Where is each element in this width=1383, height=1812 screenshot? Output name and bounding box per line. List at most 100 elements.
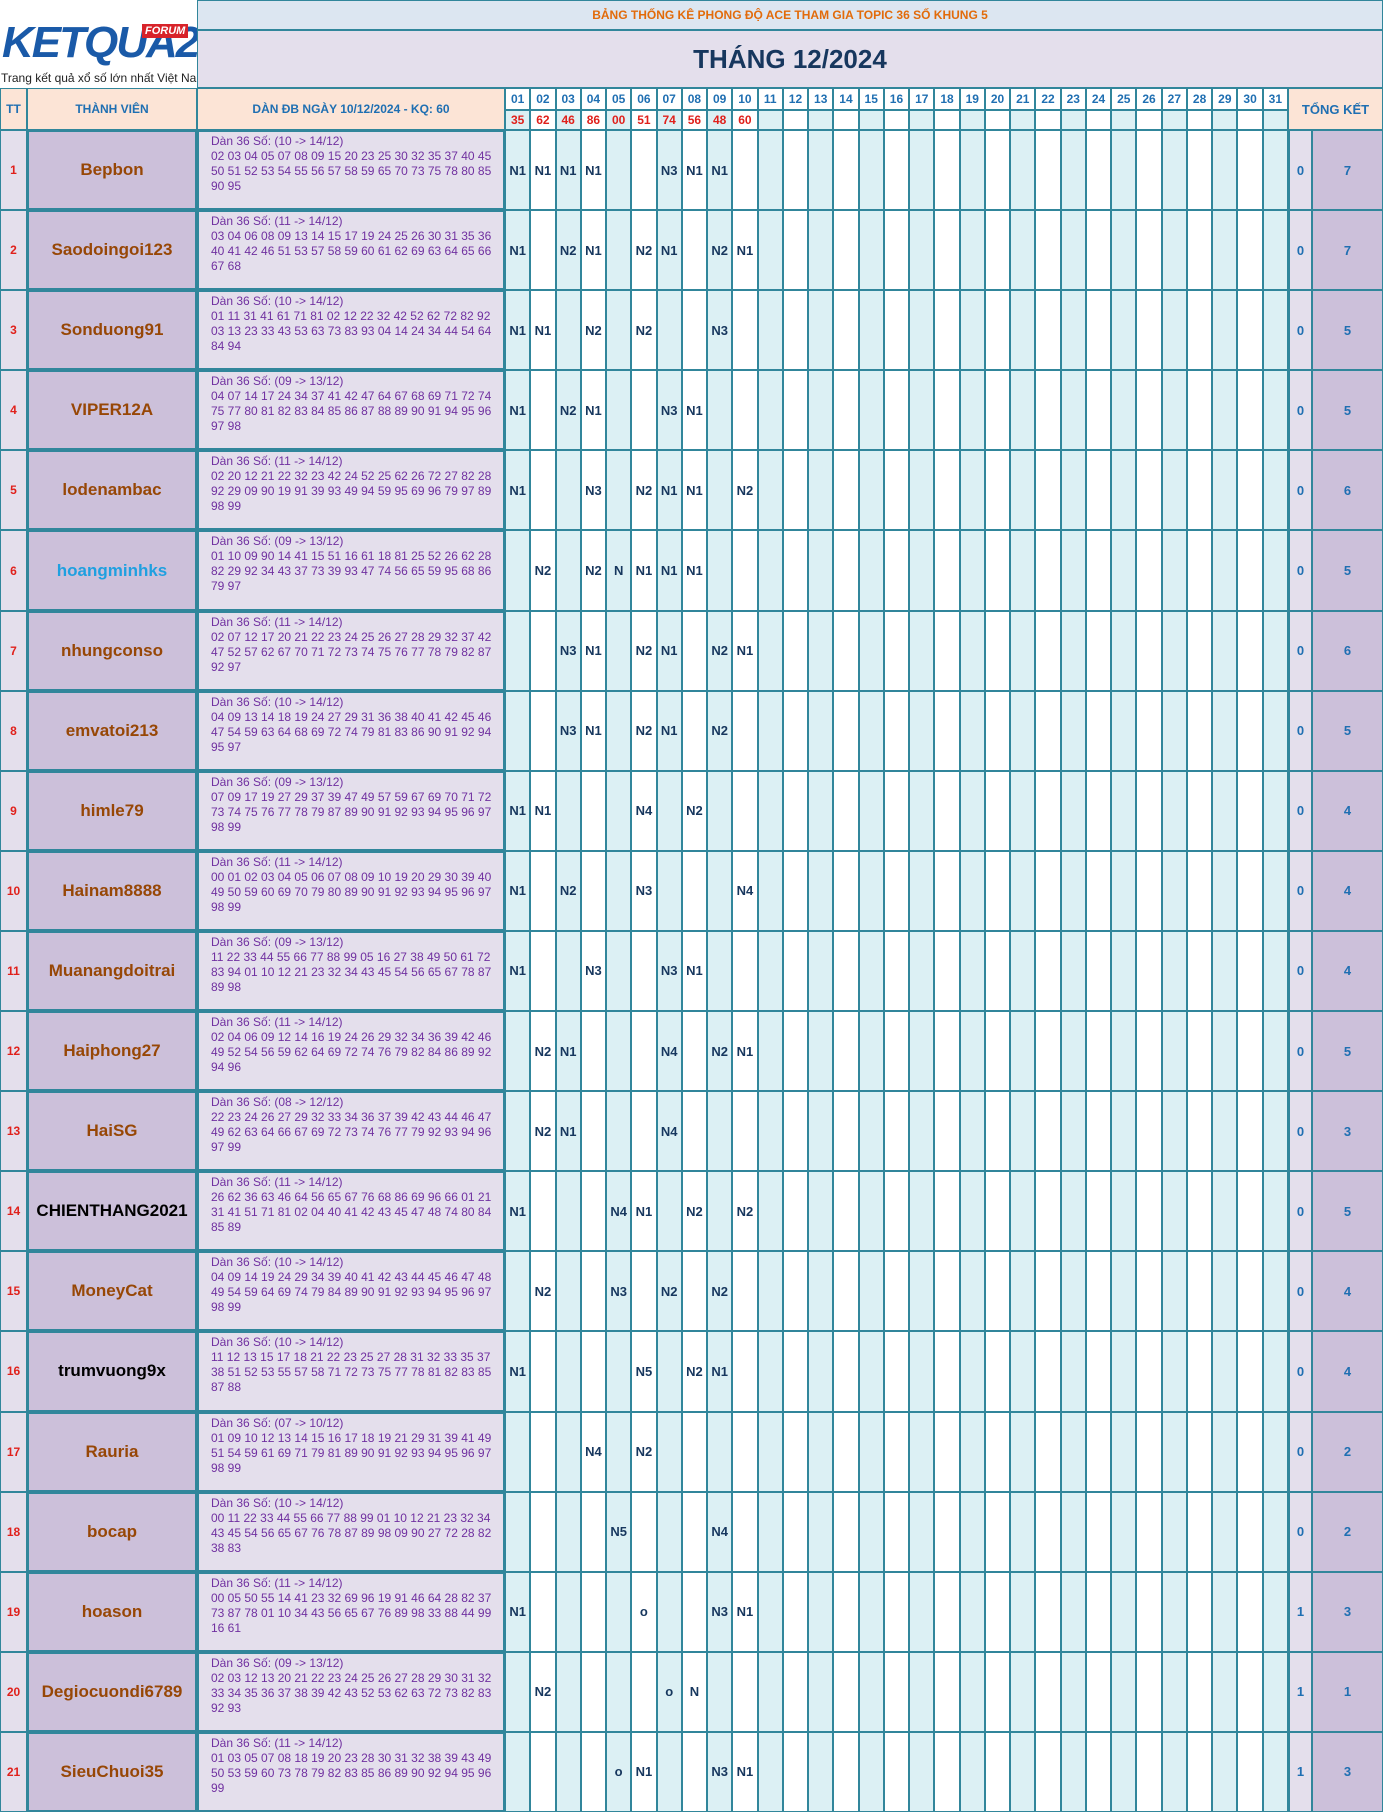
day-cell [1237, 1571, 1263, 1652]
day-cell [1212, 930, 1238, 1012]
day-cell [858, 1091, 884, 1172]
day-cell [858, 1491, 884, 1572]
day-cell [782, 1651, 809, 1732]
dan-cell: Dàn 36 Số: (09 -> 13/12) 02 03 12 13 20 2… [197, 1651, 505, 1732]
day-cell: N1 [681, 370, 708, 451]
day-cell [757, 1571, 783, 1652]
day-cell [858, 130, 884, 211]
day-cell [782, 850, 809, 931]
total-b: 5 [1312, 530, 1383, 611]
day-cell [909, 450, 935, 531]
day-cell [883, 1171, 910, 1252]
day-cell [656, 1411, 682, 1492]
day-cell [1161, 1171, 1187, 1252]
day-cell [1111, 1091, 1137, 1172]
day-cell: N2 [707, 1251, 733, 1332]
day-cell [984, 930, 1011, 1012]
day-cell [1060, 1651, 1086, 1732]
day-cell [1262, 1491, 1288, 1572]
total-a: 0 [1288, 770, 1312, 851]
day-cell [505, 1651, 531, 1732]
day-cell: N1 [580, 130, 607, 211]
day-cell [1136, 1491, 1162, 1572]
total-b: 4 [1312, 770, 1383, 851]
day-cell [530, 1331, 556, 1412]
day-cell [530, 1411, 556, 1492]
day-cell: N2 [530, 1651, 556, 1732]
day-cell [656, 770, 682, 851]
member-name: HaiSG [27, 1091, 197, 1172]
day-cell [1010, 770, 1036, 851]
day-cell [757, 370, 783, 451]
day-cell [631, 1011, 657, 1092]
day-cell [1085, 850, 1112, 931]
day-cell [656, 1571, 682, 1652]
day-cell [757, 130, 783, 211]
dan-cell: Dàn 36 Số: (11 -> 14/12) 00 01 02 03 04 0… [197, 850, 505, 931]
day-cell: N5 [631, 1331, 657, 1412]
day-cell [858, 1651, 884, 1732]
day-cell [1161, 210, 1187, 291]
day-cell [1111, 1491, 1137, 1572]
day-cell [909, 290, 935, 371]
day-cell [505, 1091, 531, 1172]
day-cell [959, 1011, 985, 1092]
day-cell [1111, 1331, 1137, 1412]
day-cell [1111, 130, 1137, 211]
day-cell [934, 1331, 960, 1412]
day-cell [1010, 1731, 1036, 1812]
day-cell [1085, 1491, 1112, 1572]
day-cell [1161, 1011, 1187, 1092]
day-cell: N1 [505, 450, 531, 531]
day-cell: o [631, 1571, 657, 1652]
day-cell [1212, 690, 1238, 771]
day-cell [883, 1011, 910, 1092]
day-header: 12 [782, 88, 809, 110]
day-cell: N1 [505, 210, 531, 291]
day-cell [681, 210, 708, 291]
day-cell [883, 1331, 910, 1412]
total-a: 0 [1288, 370, 1312, 451]
day-cell [1262, 610, 1288, 691]
day-cell [1161, 450, 1187, 531]
dan-title: Dàn 36 Số: (09 -> 13/12) [211, 534, 344, 549]
day-cell [1035, 850, 1061, 931]
dan-cell: Dàn 36 Số: (11 -> 14/12) 03 04 06 08 09 1… [197, 210, 505, 291]
day-cell: N1 [505, 770, 531, 851]
row-index: 19 [0, 1571, 27, 1652]
day-cell [1060, 1011, 1086, 1092]
day-cell [782, 1171, 809, 1252]
kq-cell [808, 110, 834, 130]
day-cell [934, 370, 960, 451]
day-cell [732, 1411, 758, 1492]
day-cell [656, 1731, 682, 1812]
dan-numbers: 11 12 13 15 17 18 21 22 23 25 27 28 31 3… [211, 1350, 492, 1395]
dan-numbers: 02 03 12 13 20 21 22 23 24 25 26 27 28 2… [211, 1670, 492, 1715]
kq-cell [1262, 110, 1288, 130]
day-cell: N3 [555, 690, 581, 771]
day-cell [1237, 1331, 1263, 1412]
day-cell: N2 [555, 370, 581, 451]
day-cell: N1 [580, 370, 607, 451]
day-cell [909, 850, 935, 931]
kq-cell [909, 110, 935, 130]
day-cell [833, 770, 859, 851]
day-cell [1035, 130, 1061, 211]
day-header: 31 [1262, 88, 1288, 110]
day-cell [1136, 1651, 1162, 1732]
day-cell [732, 1091, 758, 1172]
day-cell [1085, 1651, 1112, 1732]
day-cell [959, 1731, 985, 1812]
day-cell [1085, 690, 1112, 771]
day-cell [1161, 1251, 1187, 1332]
day-cell [1085, 1011, 1112, 1092]
day-header: 11 [757, 88, 783, 110]
day-cell [1136, 690, 1162, 771]
day-cell [833, 290, 859, 371]
day-cell [1237, 1251, 1263, 1332]
day-cell [1111, 290, 1137, 371]
day-cell [909, 1731, 935, 1812]
total-b: 6 [1312, 450, 1383, 531]
day-cell [984, 1091, 1011, 1172]
day-cell [883, 210, 910, 291]
